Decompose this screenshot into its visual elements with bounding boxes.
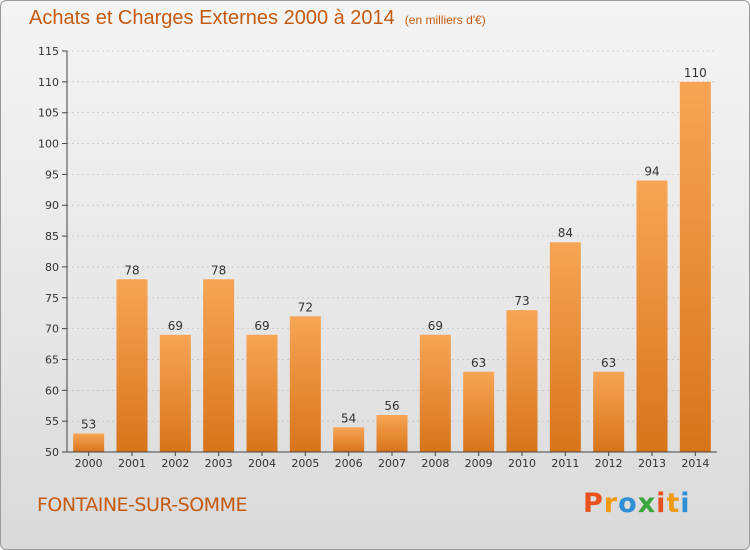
x-tick-label: 2006 xyxy=(335,457,363,470)
x-tick-label: 2004 xyxy=(248,457,276,470)
y-tick-label: 90 xyxy=(45,199,59,212)
proxiti-logo: Proxiti xyxy=(583,488,691,519)
x-tick-labels: 2000 2001 2002 2003 2004 2005 2006 2007 2008 2009… xyxy=(75,457,710,470)
bar-value-label: 72 xyxy=(298,300,313,314)
bar-2004 xyxy=(246,334,278,452)
proxiti-logo-letter: i xyxy=(656,488,667,519)
x-tick-label: 2014 xyxy=(681,457,709,470)
proxiti-logo-letter: r xyxy=(603,488,619,519)
bar-value-label: 78 xyxy=(211,263,226,277)
y-tick-label: 80 xyxy=(45,261,59,274)
y-tick-label: 50 xyxy=(45,446,59,459)
bar-value-label: 69 xyxy=(254,319,269,333)
chart-title: Achats et Charges Externes 2000 à 2014 (e… xyxy=(29,7,486,30)
x-tick-label: 2005 xyxy=(291,457,319,470)
x-tick-label: 2013 xyxy=(638,457,666,470)
bar-value-label: 53 xyxy=(81,417,96,431)
bar-value-label: 73 xyxy=(514,294,529,308)
y-tick-label: 95 xyxy=(45,168,59,181)
y-tick-label: 100 xyxy=(38,138,59,151)
bar-2012 xyxy=(593,371,625,452)
y-tick-label: 70 xyxy=(45,323,59,336)
proxiti-logo-letter: o xyxy=(618,488,638,519)
bars xyxy=(73,81,711,453)
bar-value-label: 63 xyxy=(601,356,616,370)
bar-2005 xyxy=(289,316,321,452)
x-tick-label: 2011 xyxy=(551,457,579,470)
y-tick-label: 115 xyxy=(38,45,59,58)
y-tick-label: 110 xyxy=(38,76,59,89)
y-tick-label: 105 xyxy=(38,107,59,120)
y-tick-label: 65 xyxy=(45,353,59,366)
bar-2011 xyxy=(549,242,581,452)
x-tick-label: 2001 xyxy=(118,457,146,470)
bar-value-label: 78 xyxy=(124,263,139,277)
y-tick-label: 60 xyxy=(45,384,59,397)
bar-2007 xyxy=(376,414,408,452)
bar-value-label: 84 xyxy=(558,226,573,240)
x-tick-label: 2002 xyxy=(161,457,189,470)
place-name: FONTAINE-SUR-SOMME xyxy=(37,494,247,516)
y-tick-label: 75 xyxy=(45,292,59,305)
bar-value-label: 56 xyxy=(384,399,399,413)
bar-value-label: 110 xyxy=(684,66,707,80)
bar-2010 xyxy=(506,310,538,452)
bar-value-labels: 53 78 69 78 69 72 54 56 69 63 73 84 63 94 110 xyxy=(81,66,707,432)
x-tick-label: 2010 xyxy=(508,457,536,470)
y-tick-label: 55 xyxy=(45,415,59,428)
x-tick-label: 2007 xyxy=(378,457,406,470)
bar-2009 xyxy=(463,371,495,452)
x-tick-label: 2000 xyxy=(75,457,103,470)
chart-title-text: Achats et Charges Externes 2000 à 2014 xyxy=(29,7,395,29)
bar-2008 xyxy=(419,334,451,452)
chart-unit-subtitle: (en milliers d'€) xyxy=(404,13,486,27)
x-tick-label: 2003 xyxy=(205,457,233,470)
y-tick-label: 85 xyxy=(45,230,59,243)
bar-2013 xyxy=(636,180,668,453)
axes xyxy=(66,51,717,456)
proxiti-logo-letter: t xyxy=(666,488,681,519)
proxiti-logo-letter: P xyxy=(583,488,604,519)
bar-2006 xyxy=(333,427,365,452)
proxiti-logo-letter: i xyxy=(680,488,691,519)
bar-value-label: 94 xyxy=(644,165,659,179)
bar-value-label: 69 xyxy=(168,319,183,333)
bar-value-label: 54 xyxy=(341,411,356,425)
x-tick-label: 2009 xyxy=(465,457,493,470)
bar-2014 xyxy=(679,81,711,452)
bar-2000 xyxy=(73,433,105,452)
y-tick-labels: 50 55 60 65 70 75 80 85 90 95 100 105 110 115 xyxy=(38,45,59,459)
bar-value-label: 69 xyxy=(428,319,443,333)
x-tick-label: 2012 xyxy=(595,457,623,470)
bar-2001 xyxy=(116,279,148,452)
x-tick-label: 2008 xyxy=(421,457,449,470)
proxiti-logo-letter: x xyxy=(637,488,657,519)
bar-2003 xyxy=(203,279,235,452)
bar-2002 xyxy=(159,334,191,452)
bar-value-label: 63 xyxy=(471,356,486,370)
